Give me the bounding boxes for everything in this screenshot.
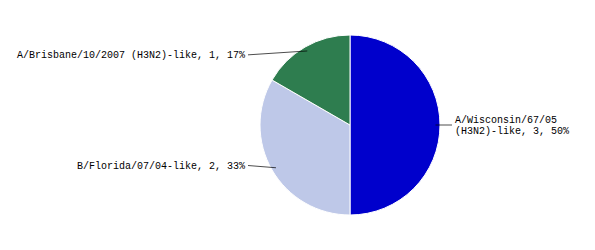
pie-slice xyxy=(350,35,440,215)
slice-label: A/Wisconsin/67/05(H3N2)-like, 3, 50% xyxy=(455,115,569,138)
pie xyxy=(260,35,440,215)
slice-label: B/Florida/07/04-like, 2, 33% xyxy=(77,161,245,172)
leader-line xyxy=(436,125,453,126)
chart-container: A/Wisconsin/67/05(H3N2)-like, 3, 50% B/Fl… xyxy=(0,0,595,250)
chart: A/Wisconsin/67/05(H3N2)-like, 3, 50% B/Fl… xyxy=(0,0,595,250)
pie-slice xyxy=(272,35,350,125)
leader-line xyxy=(248,166,276,168)
slice-label: A/Brisbane/10/2007 (H3N2)-like, 1, 17% xyxy=(17,50,245,61)
labels: A/Wisconsin/67/05(H3N2)-like, 3, 50% B/Fl… xyxy=(17,50,569,172)
leader-line xyxy=(248,51,307,55)
